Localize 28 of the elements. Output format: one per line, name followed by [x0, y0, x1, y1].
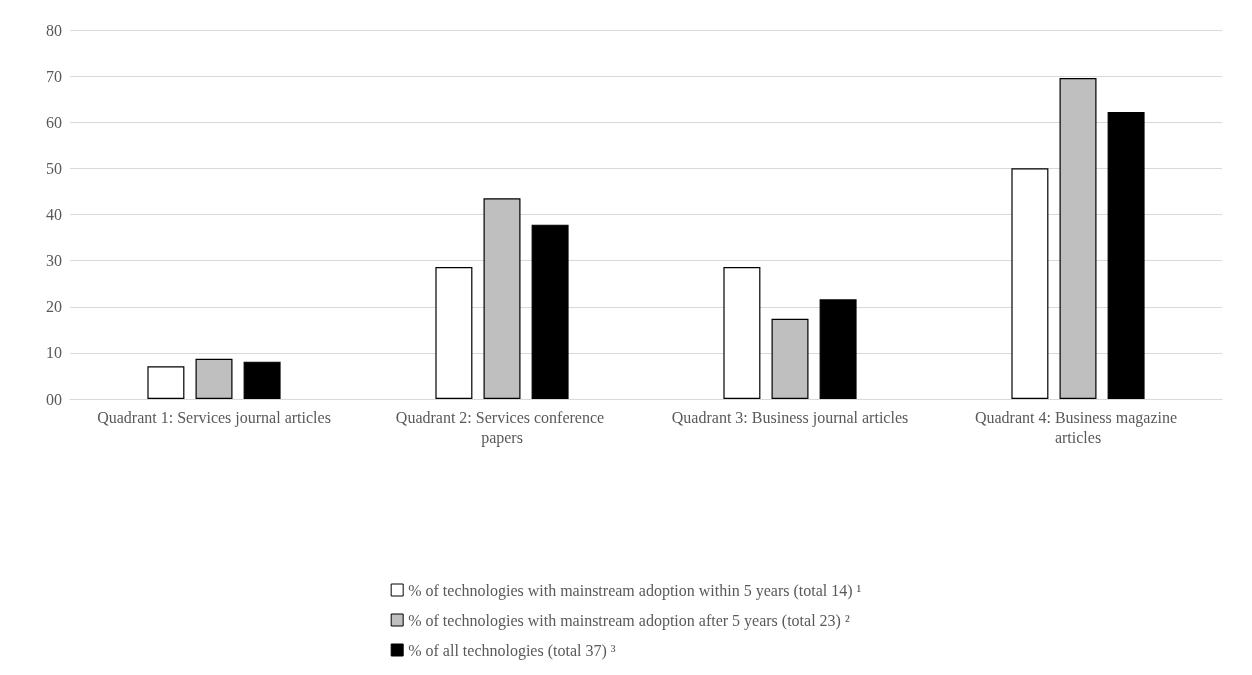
- x-tick-label: Quadrant 3: Business journal articles: [671, 408, 909, 427]
- y-tick-label: 40: [46, 206, 62, 223]
- bar: [483, 198, 521, 399]
- y-tick-label: 70: [46, 67, 62, 85]
- x-tick-label: Quadrant 1: Services journal articles: [97, 408, 331, 427]
- bar: [435, 267, 473, 399]
- bar: [1011, 168, 1049, 399]
- bar: [771, 318, 809, 399]
- bar: [723, 267, 761, 399]
- y-tick-label: 80: [46, 21, 62, 39]
- bar: [1059, 77, 1097, 399]
- y-tick-label: 30: [46, 252, 62, 270]
- y-tick-label: 60: [46, 113, 62, 131]
- bar: [1107, 112, 1145, 399]
- y-tick-label: 50: [46, 159, 62, 177]
- x-tick-label: Quadrant 2: Services conference papers: [395, 408, 609, 447]
- y-tick-label: 20: [46, 298, 62, 316]
- x-tick-label: Quadrant 4: Business magazine articles: [974, 408, 1182, 446]
- y-tick-label: 10: [46, 344, 62, 362]
- legend-label: % of technologies with mainstream adoption after 5 years (total 23) ²: [408, 611, 850, 630]
- bar: [819, 299, 857, 399]
- bar: [243, 361, 281, 399]
- bar: [531, 224, 569, 399]
- legend-label: % of technologies with mainstream adoption within 5 years (total 14) ¹: [408, 581, 862, 600]
- y-tick-label: 00: [46, 390, 62, 408]
- bar: [195, 358, 233, 399]
- legend-label: % of all technologies (total 37) ³: [408, 641, 616, 660]
- bar: [147, 366, 185, 399]
